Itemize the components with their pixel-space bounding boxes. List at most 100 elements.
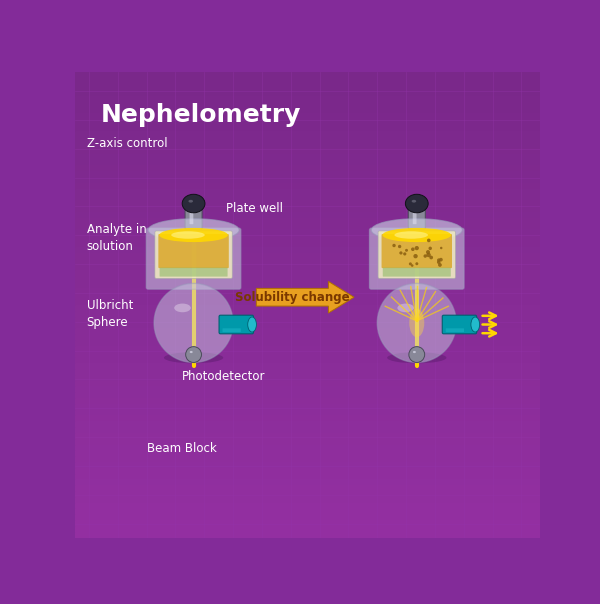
Circle shape [398,245,401,248]
Bar [75,154,540,159]
Circle shape [424,254,427,258]
Circle shape [415,246,419,250]
Bar [75,439,540,445]
Ellipse shape [164,352,223,363]
Bar [75,422,540,427]
Bar [75,416,540,422]
Bar [75,374,540,381]
Bar [75,159,540,165]
FancyBboxPatch shape [382,234,452,268]
Ellipse shape [190,351,193,353]
Text: Beam Block: Beam Block [147,442,217,455]
Ellipse shape [148,219,239,242]
Bar [75,294,540,299]
Text: Solubility change: Solubility change [235,291,350,304]
Bar [75,137,540,143]
Bar [75,497,540,503]
Ellipse shape [409,309,424,337]
Circle shape [439,258,443,262]
Bar [75,125,540,130]
Circle shape [438,263,442,267]
Text: Plate well: Plate well [226,202,283,215]
Bar [75,445,540,451]
Bar [75,206,540,212]
FancyBboxPatch shape [158,234,229,268]
Bar [75,392,540,398]
FancyBboxPatch shape [219,315,253,334]
Bar [75,270,540,276]
Bar [75,485,540,491]
Bar [75,305,540,311]
Bar [75,223,540,230]
Circle shape [427,239,431,242]
FancyBboxPatch shape [146,228,241,289]
Bar [75,130,540,137]
Ellipse shape [159,228,228,242]
Text: Z-axis control: Z-axis control [86,137,167,150]
Bar [75,172,540,177]
Ellipse shape [188,200,193,202]
Circle shape [403,252,406,255]
Bar [75,345,540,352]
Bar [75,201,540,206]
Bar [75,363,540,369]
FancyBboxPatch shape [446,329,464,332]
Bar [75,462,540,467]
FancyBboxPatch shape [413,213,416,224]
Bar [75,352,540,358]
Bar [75,299,540,305]
Bar [75,119,540,125]
Bar [75,143,540,148]
Bar [75,387,540,392]
Ellipse shape [412,200,416,202]
Bar [75,188,540,194]
Circle shape [409,347,425,362]
Bar [75,194,540,201]
Bar [75,148,540,154]
Bar [75,334,540,340]
Ellipse shape [182,194,205,213]
Bar [75,381,540,387]
Bar [75,323,540,329]
Bar [75,230,540,235]
Bar [75,474,540,480]
Circle shape [413,254,418,259]
Bar [75,398,540,404]
Bar [75,282,540,288]
Bar [75,96,540,101]
Bar [75,165,540,172]
Text: Photodetector: Photodetector [182,370,265,384]
Text: Nephelometry: Nephelometry [101,103,301,127]
Bar [75,79,540,84]
Bar [75,218,540,223]
FancyBboxPatch shape [155,231,232,278]
Bar [75,503,540,509]
Ellipse shape [171,231,205,239]
Bar [75,177,540,183]
Bar [75,101,540,108]
Bar [75,276,540,281]
Circle shape [437,259,440,262]
Bar [75,491,540,497]
Bar [75,252,540,259]
Bar [75,520,540,526]
Circle shape [440,247,442,249]
Bar [75,236,540,241]
Polygon shape [256,281,354,313]
Bar [75,410,540,416]
Bar [75,113,540,119]
Circle shape [377,283,456,362]
Bar [75,451,540,456]
Bar [75,84,540,90]
Bar [75,72,540,79]
Circle shape [411,248,415,251]
FancyBboxPatch shape [442,315,476,334]
Bar [75,247,540,252]
Ellipse shape [248,317,256,332]
Circle shape [426,250,430,254]
Bar [75,311,540,316]
Bar [75,358,540,363]
Circle shape [154,283,233,362]
Bar [75,259,540,265]
Bar [75,329,540,334]
